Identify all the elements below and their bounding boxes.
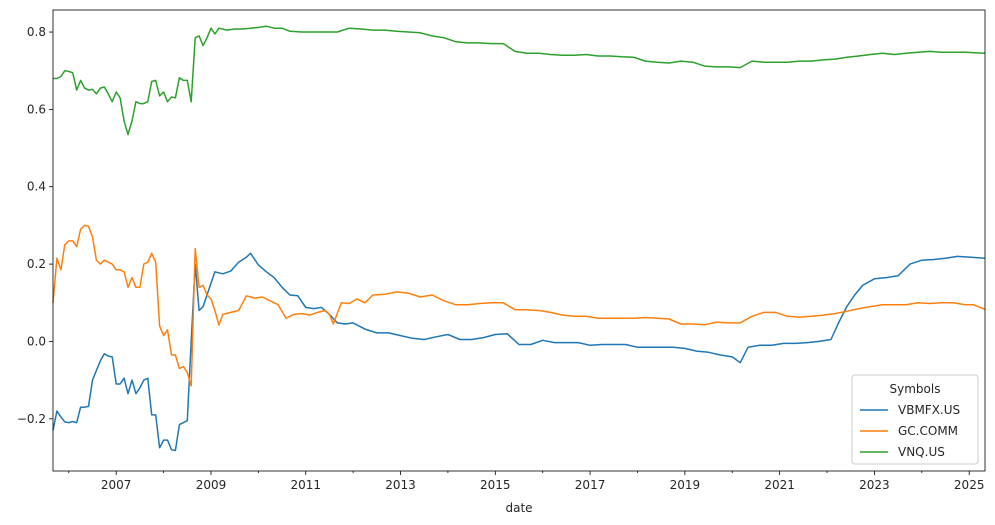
series-line-1 bbox=[52, 224, 986, 387]
x-tick-label-8: 2023 bbox=[859, 478, 890, 492]
x-tick-label-5: 2017 bbox=[575, 478, 606, 492]
y-axis: −0.2 0.0 0.2 0.4 0.6 0.8 bbox=[17, 25, 53, 426]
x-tick-label-3: 2013 bbox=[385, 478, 416, 492]
x-tick-label-4: 2015 bbox=[480, 478, 511, 492]
legend-label-2: VNQ.US bbox=[898, 445, 945, 459]
plot-frame bbox=[52, 9, 986, 472]
series-layer bbox=[52, 25, 986, 452]
y-tick-label-0: −0.2 bbox=[17, 412, 46, 426]
legend-label-1: GC.COMM bbox=[898, 424, 958, 438]
legend: Symbols VBMFX.US GC.COMM VNQ.US bbox=[851, 374, 979, 465]
x-tick-label-1: 2009 bbox=[196, 478, 227, 492]
legend-title: Symbols bbox=[890, 382, 941, 396]
plot-area bbox=[53, 10, 985, 471]
x-tick-label-6: 2019 bbox=[670, 478, 701, 492]
x-tick-label-0: 2007 bbox=[101, 478, 132, 492]
y-tick-label-5: 0.8 bbox=[27, 25, 46, 39]
legend-label-0: VBMFX.US bbox=[898, 403, 960, 417]
x-axis: 2007 2009 2011 2013 2015 2017 2019 2021 2023 2025 bbox=[68, 471, 985, 492]
y-tick-label-3: 0.4 bbox=[27, 180, 46, 194]
x-tick-label-2: 2011 bbox=[290, 478, 321, 492]
y-tick-label-2: 0.2 bbox=[27, 257, 46, 271]
x-tick-label-9: 2025 bbox=[954, 478, 985, 492]
legend-entries: VBMFX.US GC.COMM VNQ.US bbox=[860, 403, 960, 459]
y-tick-label-1: 0.0 bbox=[27, 334, 46, 348]
series-line-0 bbox=[52, 252, 986, 452]
series-line-2 bbox=[53, 25, 986, 136]
y-tick-label-4: 0.6 bbox=[27, 102, 46, 116]
x-axis-label: date bbox=[505, 501, 532, 515]
legend-box bbox=[851, 374, 979, 465]
x-tick-label-7: 2021 bbox=[764, 478, 795, 492]
